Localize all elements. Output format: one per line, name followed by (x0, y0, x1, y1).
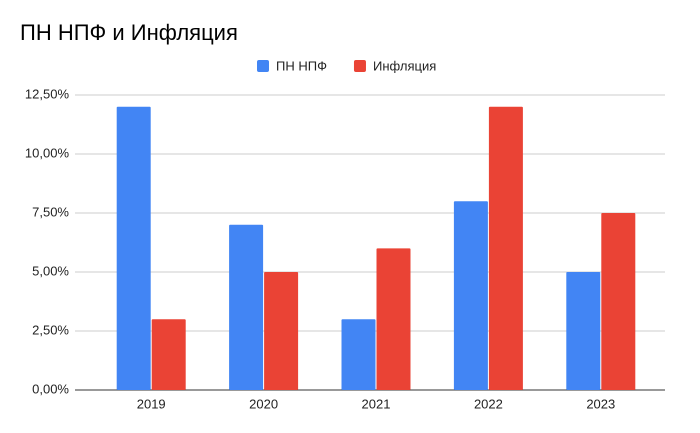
bar (488, 106, 523, 391)
bar (376, 248, 411, 390)
x-tick-label: 2020 (249, 396, 278, 411)
x-tick-label: 2023 (586, 396, 615, 411)
chart-title: ПН НПФ и Инфляция (20, 20, 238, 45)
bar (264, 272, 299, 390)
x-tick-label: 2022 (474, 396, 503, 411)
y-tick-label: 10,00% (25, 145, 70, 160)
legend-swatch (257, 60, 269, 72)
y-tick-label: 0,00% (32, 381, 69, 396)
legend-label: ПН НПФ (276, 58, 327, 73)
bar (566, 272, 601, 390)
bar (116, 106, 151, 391)
y-tick-label: 2,50% (32, 322, 69, 337)
bar (453, 201, 488, 390)
bar (341, 319, 376, 390)
x-tick-label: 2019 (137, 396, 166, 411)
bar (601, 213, 636, 390)
y-tick-label: 5,00% (32, 263, 69, 278)
x-tick-label: 2021 (362, 396, 391, 411)
y-tick-label: 12,50% (25, 86, 70, 101)
bar (151, 319, 186, 390)
legend-label: Инфляция (373, 58, 436, 73)
y-tick-label: 7,50% (32, 204, 69, 219)
bar (229, 224, 264, 390)
legend-swatch (353, 60, 366, 72)
